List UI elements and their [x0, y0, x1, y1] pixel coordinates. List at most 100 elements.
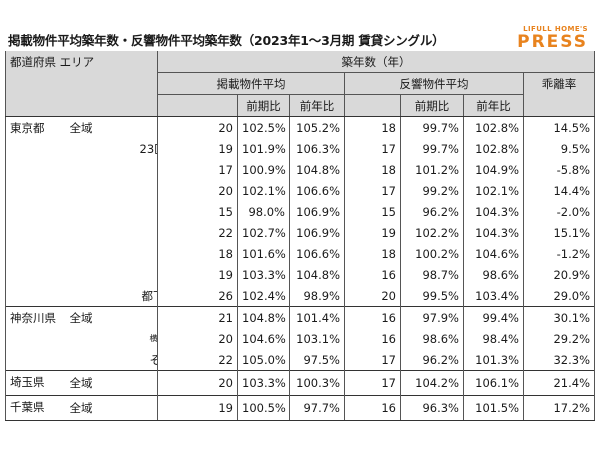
cell-response-age: 18 — [344, 116, 401, 138]
cell-listed-yoy: 97.5% — [289, 349, 345, 371]
cell-response-age: 17 — [344, 370, 401, 396]
cell-area: 城北 — [69, 264, 158, 285]
header-response-qoq: 前期比 — [400, 94, 464, 117]
cell-response-yoy: 101.5% — [463, 395, 524, 421]
header-listed-yoy: 前年比 — [289, 94, 345, 117]
cell-listed-qoq: 104.8% — [237, 306, 290, 328]
cell-listed-qoq: 102.4% — [237, 285, 290, 307]
table-row: 埼玉県 全域 20 103.3% 100.3% 17 104.2% 106.1% 21.4% — [5, 370, 596, 396]
cell-listed-qoq: 100.5% — [237, 395, 290, 421]
cell-listed-qoq: 101.6% — [237, 243, 290, 264]
header-row-1: 都道府県 エリア 築年数（年） — [5, 51, 596, 117]
cell-area: その他 — [69, 349, 158, 371]
cell-response-yoy: 104.3% — [463, 201, 524, 222]
cell-gap: 21.4% — [522, 370, 596, 396]
cell-response-age: 20 — [344, 285, 401, 307]
cell-area: 城南 — [69, 243, 158, 264]
cell-response-age: 16 — [344, 395, 401, 421]
header-row-2: 掲載物件平均 反響物件平均 乖離率 — [6, 72, 596, 117]
cell-response-age: 16 — [344, 264, 401, 285]
cell-listed-age: 19 — [157, 264, 238, 285]
cell-response-yoy: 106.1% — [463, 370, 524, 396]
table-body: 都道府県 エリア 築年数（年） 掲載物件平均 反響物件平均 乖離率 前期比 前年… — [5, 51, 596, 421]
cell-listed-qoq: 102.1% — [237, 180, 290, 201]
cell-area: 23区その他 — [69, 180, 158, 201]
cell-response-qoq: 96.2% — [400, 201, 464, 222]
cell-gap: 29.0% — [522, 285, 596, 307]
cell-listed-age: 17 — [157, 159, 238, 180]
cell-listed-qoq: 103.3% — [237, 264, 290, 285]
cell-response-yoy: 102.8% — [463, 138, 524, 159]
header-age: 築年数（年） — [156, 51, 596, 73]
cell-response-yoy: 104.3% — [463, 222, 524, 243]
cell-response-age: 17 — [344, 180, 401, 201]
cell-listed-yoy: 98.9% — [289, 285, 345, 307]
header-gap: 乖離率 — [522, 72, 596, 117]
cell-listed-qoq: 98.0% — [237, 201, 290, 222]
header-response: 反響物件平均 — [344, 72, 524, 95]
cell-response-yoy: 102.1% — [463, 180, 524, 201]
cell-listed-age: 18 — [157, 243, 238, 264]
cell-listed-age: 26 — [157, 285, 238, 307]
cell-listed-age: 22 — [157, 222, 238, 243]
cell-response-yoy: 104.6% — [463, 243, 524, 264]
cell-listed-age: 15 — [157, 201, 238, 222]
cell-listed-yoy: 106.9% — [289, 201, 345, 222]
cell-response-age: 17 — [344, 349, 401, 371]
cell-area: 都下 — [69, 285, 158, 307]
cell-listed-yoy: 104.8% — [289, 159, 345, 180]
cell-response-yoy: 103.4% — [463, 285, 524, 307]
cell-area: 全域 — [69, 395, 158, 421]
cell-listed-yoy: 106.6% — [289, 180, 345, 201]
cell-response-qoq: 97.9% — [400, 306, 464, 328]
logo-line2: PRESS — [517, 32, 588, 52]
cell-listed-yoy: 104.8% — [289, 264, 345, 285]
cell-gap: 30.1% — [522, 306, 596, 328]
cell-gap: 17.2% — [522, 395, 596, 421]
cell-listed-age: 19 — [157, 138, 238, 159]
cell-response-qoq: 100.2% — [400, 243, 464, 264]
header-listed-qoq: 前期比 — [237, 94, 290, 117]
cell-response-qoq: 101.2% — [400, 159, 464, 180]
cell-gap: 20.9% — [522, 264, 596, 285]
cell-area: 都心6区 — [69, 159, 158, 180]
cell-response-yoy: 102.8% — [463, 116, 524, 138]
age-table: 都道府県 エリア 築年数（年） 掲載物件平均 反響物件平均 乖離率 前期比 前年… — [5, 51, 596, 421]
cell-listed-qoq: 103.3% — [237, 370, 290, 396]
cell-pref: 神奈川県 — [5, 306, 70, 371]
cell-response-qoq: 104.2% — [400, 370, 464, 396]
cell-listed-qoq: 105.0% — [237, 349, 290, 371]
table-row: 千葉県 全域 19 100.5% 97.7% 16 96.3% 101.5% 17.2% — [5, 395, 596, 421]
cell-response-qoq: 99.2% — [400, 180, 464, 201]
cell-listed-yoy: 97.7% — [289, 395, 345, 421]
cell-response-age: 17 — [344, 138, 401, 159]
cell-listed-yoy: 100.3% — [289, 370, 345, 396]
table-row: 神奈川県 全域 21 104.8% 101.4% 16 97.9% 99.4% 30.1% — [5, 306, 596, 371]
header-row-3: 前期比 前年比 前期比 前年比 — [6, 94, 595, 117]
cell-listed-yoy: 105.2% — [289, 116, 345, 138]
cell-listed-age: 20 — [157, 370, 238, 396]
cell-area: 全域 — [69, 116, 158, 138]
cell-response-age: 18 — [344, 243, 401, 264]
cell-gap: 14.4% — [522, 180, 596, 201]
header-listed: 掲載物件平均 — [157, 72, 345, 95]
header-region: 都道府県 エリア — [5, 51, 158, 117]
cell-area: 23区 — [69, 138, 158, 159]
header-response-yoy: 前年比 — [463, 94, 524, 117]
cell-listed-yoy: 106.9% — [289, 222, 345, 243]
cell-response-yoy: 98.6% — [463, 264, 524, 285]
cell-gap: 32.3% — [522, 349, 596, 371]
cell-response-yoy: 101.3% — [463, 349, 524, 371]
cell-listed-qoq: 102.7% — [237, 222, 290, 243]
cell-area: 全域 — [69, 370, 158, 396]
cell-response-age: 18 — [344, 159, 401, 180]
cell-listed-yoy: 106.3% — [289, 138, 345, 159]
cell-response-yoy: 104.9% — [463, 159, 524, 180]
